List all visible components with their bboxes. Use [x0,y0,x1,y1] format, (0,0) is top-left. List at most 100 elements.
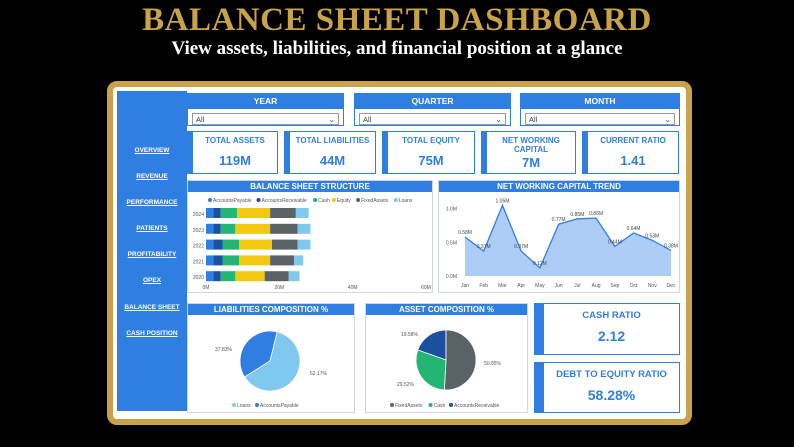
debt-to-equity-card: DEBT TO EQUITY RATIO 58.28% [534,362,680,413]
legend-swatch [232,403,236,407]
kpi-label: TOTAL EQUITY [402,136,460,145]
sidebar-nav: OVERVIEW REVENUE PERFORMANCE PATIENTS PR… [117,91,187,411]
legend-swatch [255,403,259,407]
bar-segment [206,223,214,234]
x-tick-label: Sep [610,283,619,289]
chevron-down-icon: ⌄ [664,115,671,124]
data-label: 0.37M [514,244,528,250]
y-tick-label: 2020 [193,275,204,281]
balance-sheet-structure-chart: BALANCE SHEET STRUCTURE AccountsPayable A… [187,180,433,293]
kpi-label: CURRENT RATIO [600,136,666,145]
x-tick-label: Nov [648,283,657,289]
slice-label: 62.17% [310,371,328,377]
month-dropdown[interactable]: All ⌄ [525,113,675,125]
nav-item-cash-position[interactable]: CASH POSITION [126,330,178,337]
kpi-label: NET WORKING CAPITAL [502,136,560,154]
x-tick-label: Dec [667,283,676,289]
bar-segment [213,208,221,218]
quarter-slicer: QUARTER All ⌄ [354,93,511,126]
chart-title: BALANCE SHEET STRUCTURE [188,181,432,192]
dashboard-frame: OVERVIEW REVENUE PERFORMANCE PATIENTS PR… [107,81,692,425]
kpi-label: TOTAL ASSETS [205,136,265,145]
year-dropdown-value: All [196,115,205,124]
legend-swatch [256,198,261,202]
bar-segment [213,223,221,234]
year-slicer: YEAR All ⌄ [187,93,344,126]
quarter-dropdown[interactable]: All ⌄ [359,113,506,125]
nav-item-patients[interactable]: PATIENTS [136,225,168,232]
quarter-slicer-label: QUARTER [355,94,510,109]
bar-segment [297,223,311,234]
pie-slice [415,349,447,391]
x-tick-label: Jul [574,283,580,289]
chevron-down-icon: ⌄ [328,115,335,124]
month-slicer-label: MONTH [521,94,679,109]
legend-entry: Equity [337,198,351,204]
slice-label: 19.58% [401,332,419,338]
bar-segment [213,239,223,250]
y-tick-label: 0.5M [446,240,457,246]
kpi-total-assets: TOTAL ASSETS 119M [187,131,278,174]
bar-segment [222,255,239,266]
bar-segment [239,239,272,250]
bar-segment [206,239,214,250]
bar-segment [206,255,214,266]
x-tick-label: 20M [274,285,284,291]
pie-slice [239,330,278,378]
nav-item-balance-sheet[interactable]: BALANCE SHEET [124,304,180,311]
year-slicer-label: YEAR [188,94,343,109]
kpi-value: 119M [219,153,251,168]
kpi-value: 1.41 [620,153,646,168]
bar-segment [264,271,289,282]
chevron-down-icon: ⌄ [495,115,502,124]
y-tick-label: 2024 [193,212,204,218]
y-tick-label: 0.0M [446,274,457,280]
legend-entry: Cash [318,198,330,204]
legend-entry: Loans [237,403,251,409]
nav-item-revenue[interactable]: REVENUE [136,173,168,180]
x-tick-label: 0M [203,285,210,291]
data-label: 0.86M [589,211,603,217]
debt-to-equity-label: DEBT TO EQUITY RATIO [556,369,667,380]
legend-swatch [390,403,394,407]
legend-entry: Loans [399,198,413,204]
legend-swatch [393,198,398,202]
x-tick-label: Apr [517,283,525,289]
y-tick-label: 2022 [193,244,204,250]
x-tick-label: Feb [479,283,488,289]
bar-segment [235,271,265,282]
area-line [464,203,672,270]
x-tick-label: 40M [348,285,358,291]
bar-segment [213,271,221,282]
liabilities-pie: 37.83% 62.17% Loans AccountsPayable [215,330,328,409]
bar-segment [206,208,214,218]
liabilities-composition-chart: LIABILITIES COMPOSITION % 37.83% 62.17% Lo… [187,303,355,413]
bar-segment [295,208,309,218]
bar-segment [270,255,294,266]
bar-segment [220,223,236,234]
kpi-current-ratio: CURRENT RATIO 1.41 [582,131,679,174]
bar-segment [288,271,300,282]
legend-swatch [208,198,212,202]
data-label: 0.38M [664,243,678,249]
nav-item-profitability[interactable]: PROFITABILITY [127,251,177,258]
data-label: 1.05M [496,198,510,204]
nav-item-performance[interactable]: PERFORMANCE [126,199,178,206]
cash-ratio-card: CASH RATIO 2.12 [534,303,680,355]
data-label: 0.44M [608,239,622,245]
pie-slice [244,331,301,392]
quarter-dropdown-value: All [363,115,372,124]
legend-swatch [313,198,318,202]
kpi-total-equity: TOTAL EQUITY 75M [382,131,475,174]
bar-segment [213,255,223,266]
net-working-capital-trend-chart: NET WORKING CAPITAL TREND 0.0M 0.5M 1.0M 0.… [438,180,680,293]
data-label: 0.64M [627,226,641,232]
year-dropdown[interactable]: All ⌄ [192,113,339,125]
nav-item-overview[interactable]: OVERVIEW [134,147,170,154]
nav-item-opex[interactable]: OPEX [142,277,162,284]
data-label: 0.12M [533,261,547,267]
bar-segment [270,223,298,234]
hero-title: BALANCE SHEET DASHBOARD [142,2,652,38]
legend-swatch [331,198,336,202]
stacked-bar-plot: AccountsPayable AccountsReceivable Cash Equ… [193,198,431,291]
